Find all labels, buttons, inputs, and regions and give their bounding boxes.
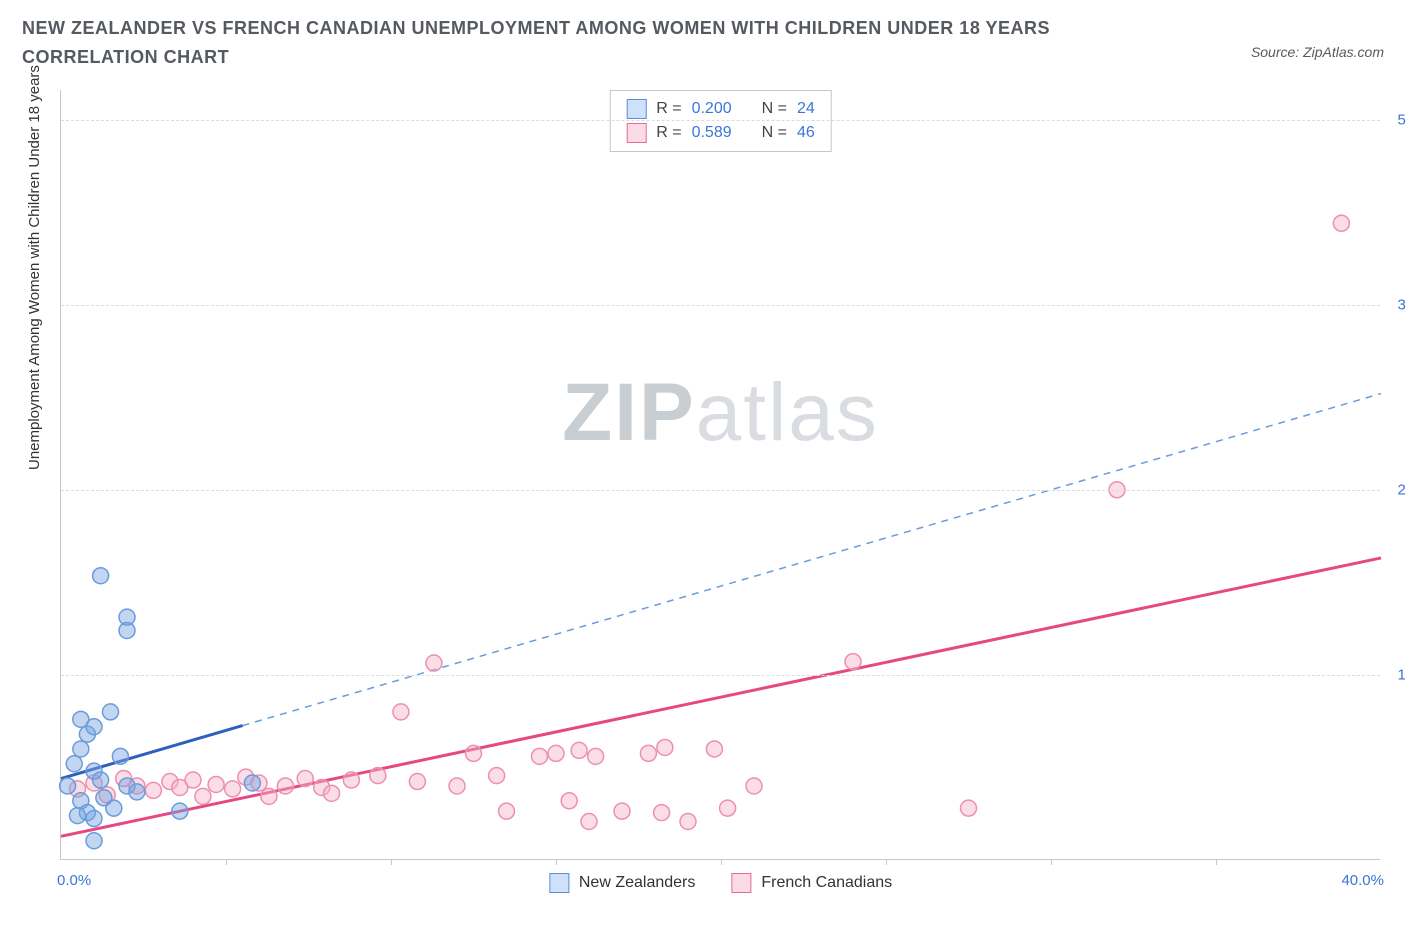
stat-r-value: 0.589 — [692, 121, 732, 145]
stats-box: R = 0.200 N = 24 R = 0.589 N = 46 — [609, 90, 832, 152]
scatter-point-fc — [640, 745, 656, 761]
scatter-point-fc — [657, 739, 673, 755]
x-tick — [1051, 859, 1052, 865]
scatter-svg — [61, 90, 1380, 859]
legend-swatch — [626, 99, 646, 119]
scatter-point-nz — [244, 775, 260, 791]
scatter-point-fc — [324, 785, 340, 801]
legend-swatch — [626, 123, 646, 143]
scatter-point-nz — [106, 800, 122, 816]
x-axis-end-label: 40.0% — [1341, 872, 1384, 889]
x-tick — [1216, 859, 1217, 865]
scatter-point-fc — [845, 654, 861, 670]
scatter-point-fc — [409, 774, 425, 790]
scatter-point-fc — [654, 805, 670, 821]
scatter-point-fc — [343, 772, 359, 788]
scatter-point-fc — [1333, 215, 1349, 231]
gridline — [61, 490, 1380, 491]
stat-n-value: 46 — [797, 121, 815, 145]
scatter-point-fc — [277, 778, 293, 794]
gridline — [61, 120, 1380, 121]
legend-swatch — [731, 873, 751, 893]
y-tick-label: 50.0% — [1386, 111, 1406, 128]
scatter-point-nz — [93, 772, 109, 788]
scatter-point-nz — [129, 784, 145, 800]
stat-r-value: 0.200 — [692, 97, 732, 121]
scatter-point-fc — [961, 800, 977, 816]
stat-r-label: R = — [656, 121, 681, 145]
stats-row: R = 0.589 N = 46 — [626, 121, 815, 145]
scatter-point-nz — [103, 704, 119, 720]
stat-n-value: 24 — [797, 97, 815, 121]
scatter-point-fc — [225, 781, 241, 797]
x-tick — [226, 859, 227, 865]
scatter-point-fc — [561, 793, 577, 809]
legend-item: French Canadians — [731, 873, 892, 893]
legend: New Zealanders French Canadians — [549, 873, 892, 893]
y-axis-label: Unemployment Among Women with Children U… — [26, 65, 43, 470]
scatter-point-fc — [706, 741, 722, 757]
y-tick-label: 12.5% — [1386, 666, 1406, 683]
scatter-point-fc — [449, 778, 465, 794]
scatter-point-fc — [571, 742, 587, 758]
gridline — [61, 305, 1380, 306]
scatter-point-nz — [172, 803, 188, 819]
scatter-point-fc — [680, 814, 696, 830]
x-tick — [391, 859, 392, 865]
scatter-point-nz — [70, 808, 86, 824]
scatter-point-fc — [532, 748, 548, 764]
scatter-point-nz — [73, 711, 89, 727]
x-tick — [556, 859, 557, 865]
scatter-point-fc — [195, 788, 211, 804]
scatter-point-nz — [66, 756, 82, 772]
scatter-point-nz — [86, 811, 102, 827]
stat-n-label: N = — [762, 121, 787, 145]
scatter-point-fc — [581, 814, 597, 830]
scatter-point-fc — [489, 768, 505, 784]
x-tick — [886, 859, 887, 865]
scatter-point-nz — [60, 778, 76, 794]
x-tick — [721, 859, 722, 865]
y-tick-label: 37.5% — [1386, 296, 1406, 313]
chart-title: NEW ZEALANDER VS FRENCH CANADIAN UNEMPLO… — [22, 14, 1122, 72]
y-tick-label: 25.0% — [1386, 481, 1406, 498]
stat-n-label: N = — [762, 97, 787, 121]
scatter-point-fc — [548, 745, 564, 761]
scatter-point-fc — [261, 788, 277, 804]
x-axis-start-label: 0.0% — [57, 872, 91, 889]
legend-label: French Canadians — [761, 874, 892, 892]
source-label: Source: ZipAtlas.com — [1251, 44, 1384, 60]
chart-plot-area: ZIPatlas R =0.200N =24R =0.589N =46 0.0%… — [60, 90, 1380, 860]
scatter-point-fc — [720, 800, 736, 816]
scatter-point-fc — [208, 776, 224, 792]
gridline — [61, 675, 1380, 676]
stat-r-label: R = — [656, 97, 681, 121]
scatter-point-nz — [119, 622, 135, 638]
trend-line-fc — [61, 558, 1381, 836]
stats-row: R = 0.200 N = 24 — [626, 97, 815, 121]
scatter-point-fc — [185, 772, 201, 788]
scatter-point-nz — [86, 833, 102, 849]
scatter-point-fc — [746, 778, 762, 794]
scatter-point-fc — [145, 782, 161, 798]
scatter-point-fc — [499, 803, 515, 819]
scatter-point-fc — [614, 803, 630, 819]
scatter-point-fc — [370, 768, 386, 784]
legend-swatch — [549, 873, 569, 893]
scatter-point-fc — [588, 748, 604, 764]
scatter-point-fc — [466, 745, 482, 761]
legend-item: New Zealanders — [549, 873, 696, 893]
scatter-point-fc — [426, 655, 442, 671]
scatter-point-fc — [297, 771, 313, 787]
scatter-point-nz — [93, 568, 109, 584]
scatter-point-nz — [112, 748, 128, 764]
legend-label: New Zealanders — [579, 874, 696, 892]
scatter-point-fc — [393, 704, 409, 720]
scatter-point-nz — [73, 741, 89, 757]
